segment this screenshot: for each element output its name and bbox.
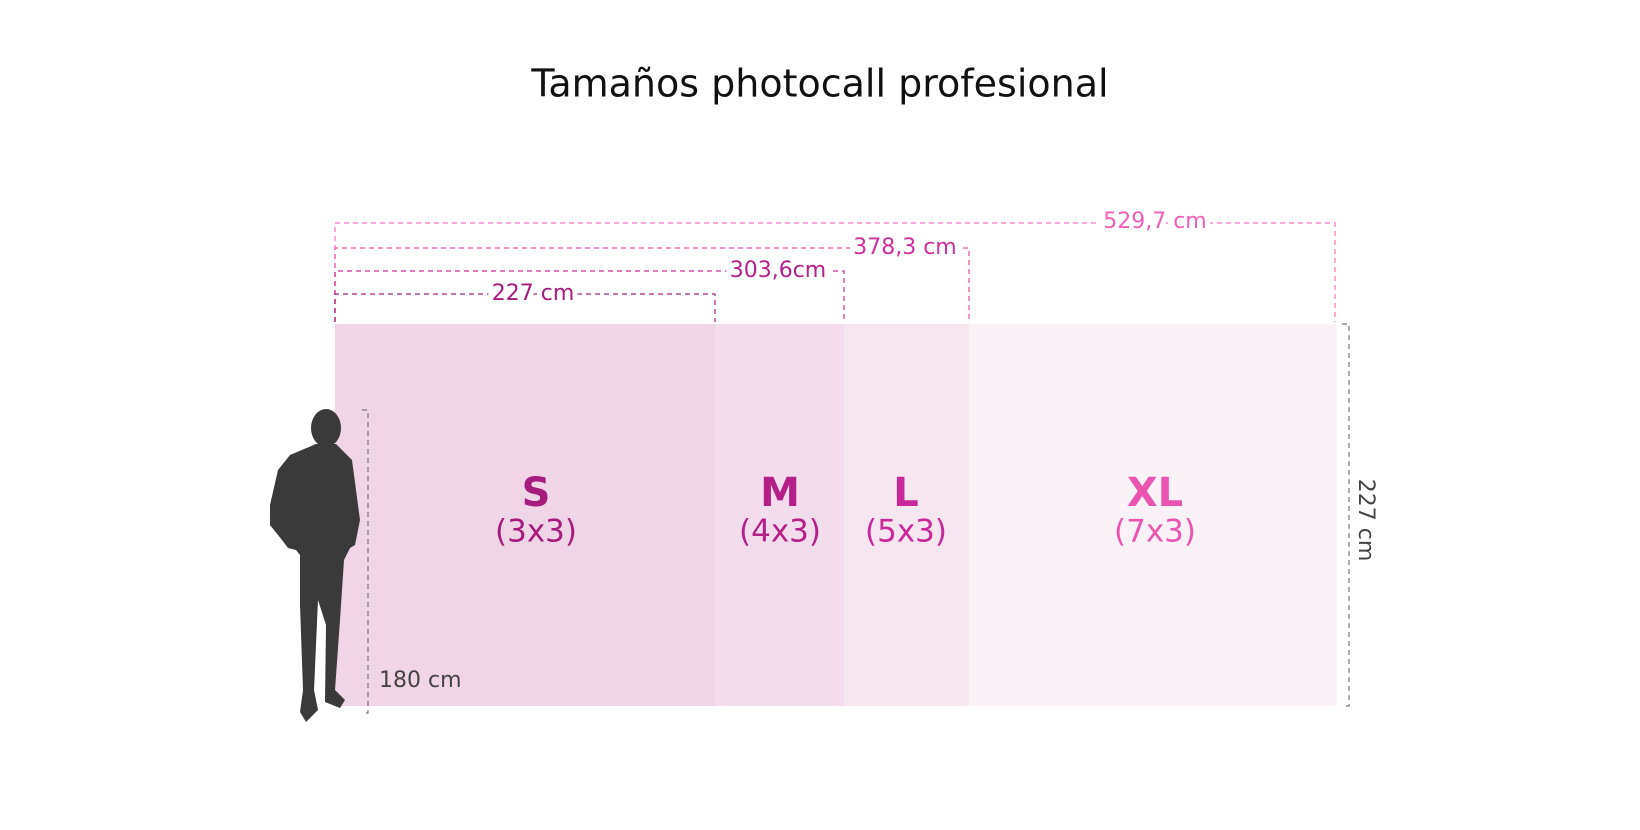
size-label: M — [760, 470, 800, 516]
format-label: (5x3) — [865, 514, 947, 550]
width-label: 303,6cm — [730, 258, 827, 283]
panel-s — [335, 324, 715, 706]
person-height-label: 180 cm — [379, 668, 462, 693]
width-label: 378,3 cm — [853, 235, 957, 260]
panel-l — [844, 324, 969, 706]
person-height-line — [362, 409, 369, 714]
width-label: 529,7 cm — [1103, 209, 1207, 234]
format-label: (4x3) — [739, 514, 821, 550]
size-label: XL — [1127, 470, 1183, 516]
title: Tamaños photocall profesional — [530, 62, 1108, 106]
person-silhouette — [270, 409, 360, 722]
size-label: L — [893, 470, 919, 516]
dimension-line — [334, 293, 716, 322]
panel-m — [715, 324, 844, 706]
format-label: (3x3) — [495, 514, 577, 550]
dimension-line — [334, 270, 845, 322]
panel-xl — [969, 324, 1337, 706]
size-label: S — [522, 470, 551, 516]
format-label: (7x3) — [1114, 514, 1196, 550]
height-line — [1342, 323, 1350, 707]
dimension-line — [334, 222, 1336, 322]
height-label: 227 cm — [1353, 479, 1378, 562]
width-label: 227 cm — [492, 281, 575, 306]
